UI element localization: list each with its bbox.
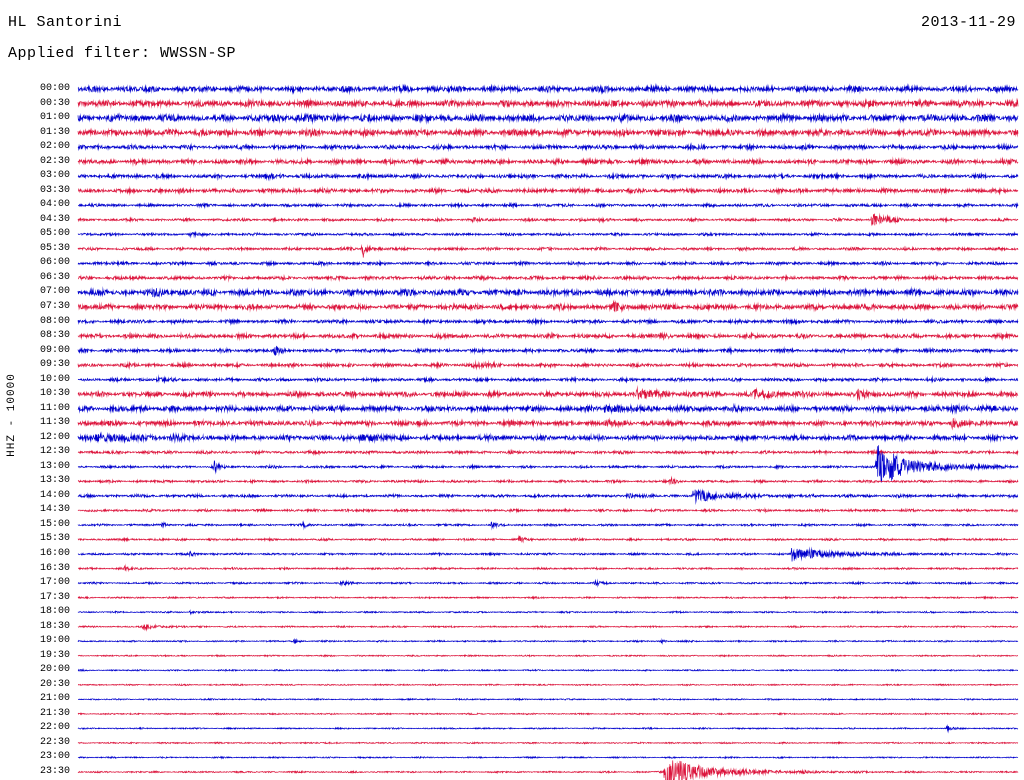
time-label: 05:00 [39,228,70,240]
time-label: 01:30 [39,126,70,138]
time-label: 07:00 [39,286,70,298]
time-label: 20:00 [39,664,70,676]
time-label: 13:30 [39,475,70,487]
time-label: 09:00 [39,344,70,356]
time-label: 18:30 [39,620,70,632]
time-label: 02:30 [39,155,70,167]
time-label: 07:30 [39,300,70,312]
date-label: 2013-11-29 [920,14,1016,31]
time-label: 03:30 [39,184,70,196]
time-label: 09:30 [39,359,70,371]
time-label: 20:30 [39,678,70,690]
time-label: 18:00 [39,606,70,618]
time-label: 00:30 [39,97,70,109]
time-label: 08:30 [39,330,70,342]
time-label: 01:00 [39,112,70,124]
time-label: 06:00 [39,257,70,269]
time-label: 15:30 [39,533,70,545]
time-label: 11:30 [39,417,70,429]
time-label: 03:00 [39,170,70,182]
time-label: 16:30 [39,562,70,574]
time-label: 19:30 [39,649,70,661]
time-label: 10:30 [39,388,70,400]
time-label: 04:00 [39,199,70,211]
time-label: 00:00 [39,83,70,94]
time-label: 10:00 [39,373,70,385]
time-label: 16:00 [39,548,70,560]
time-label: 04:30 [39,213,70,225]
time-label: 14:00 [39,489,70,501]
time-label: 11:00 [39,402,70,414]
time-label: 08:00 [39,315,70,327]
y-axis-label: HHZ - 10000 [6,373,18,457]
time-label: 06:30 [39,271,70,283]
time-label: 22:00 [39,722,70,734]
time-label: 14:30 [39,504,70,516]
time-label: 17:30 [39,591,70,603]
time-label: 02:00 [39,141,70,153]
time-label: 13:00 [39,460,70,472]
time-label: 22:30 [39,736,70,748]
time-label: 21:00 [39,693,70,705]
time-label: 05:30 [39,242,70,254]
time-label: 23:00 [39,751,70,763]
filter-label: Applied filter: WWSSN-SP [8,45,237,62]
station-name: HL Santorini [8,14,123,31]
time-label: 23:30 [39,766,70,777]
time-label: 21:30 [39,707,70,719]
time-label: 17:00 [39,577,70,589]
time-label: 12:30 [39,446,70,458]
time-label: 19:00 [39,635,70,647]
time-label: 12:00 [39,431,70,443]
time-label: 15:00 [39,518,70,530]
